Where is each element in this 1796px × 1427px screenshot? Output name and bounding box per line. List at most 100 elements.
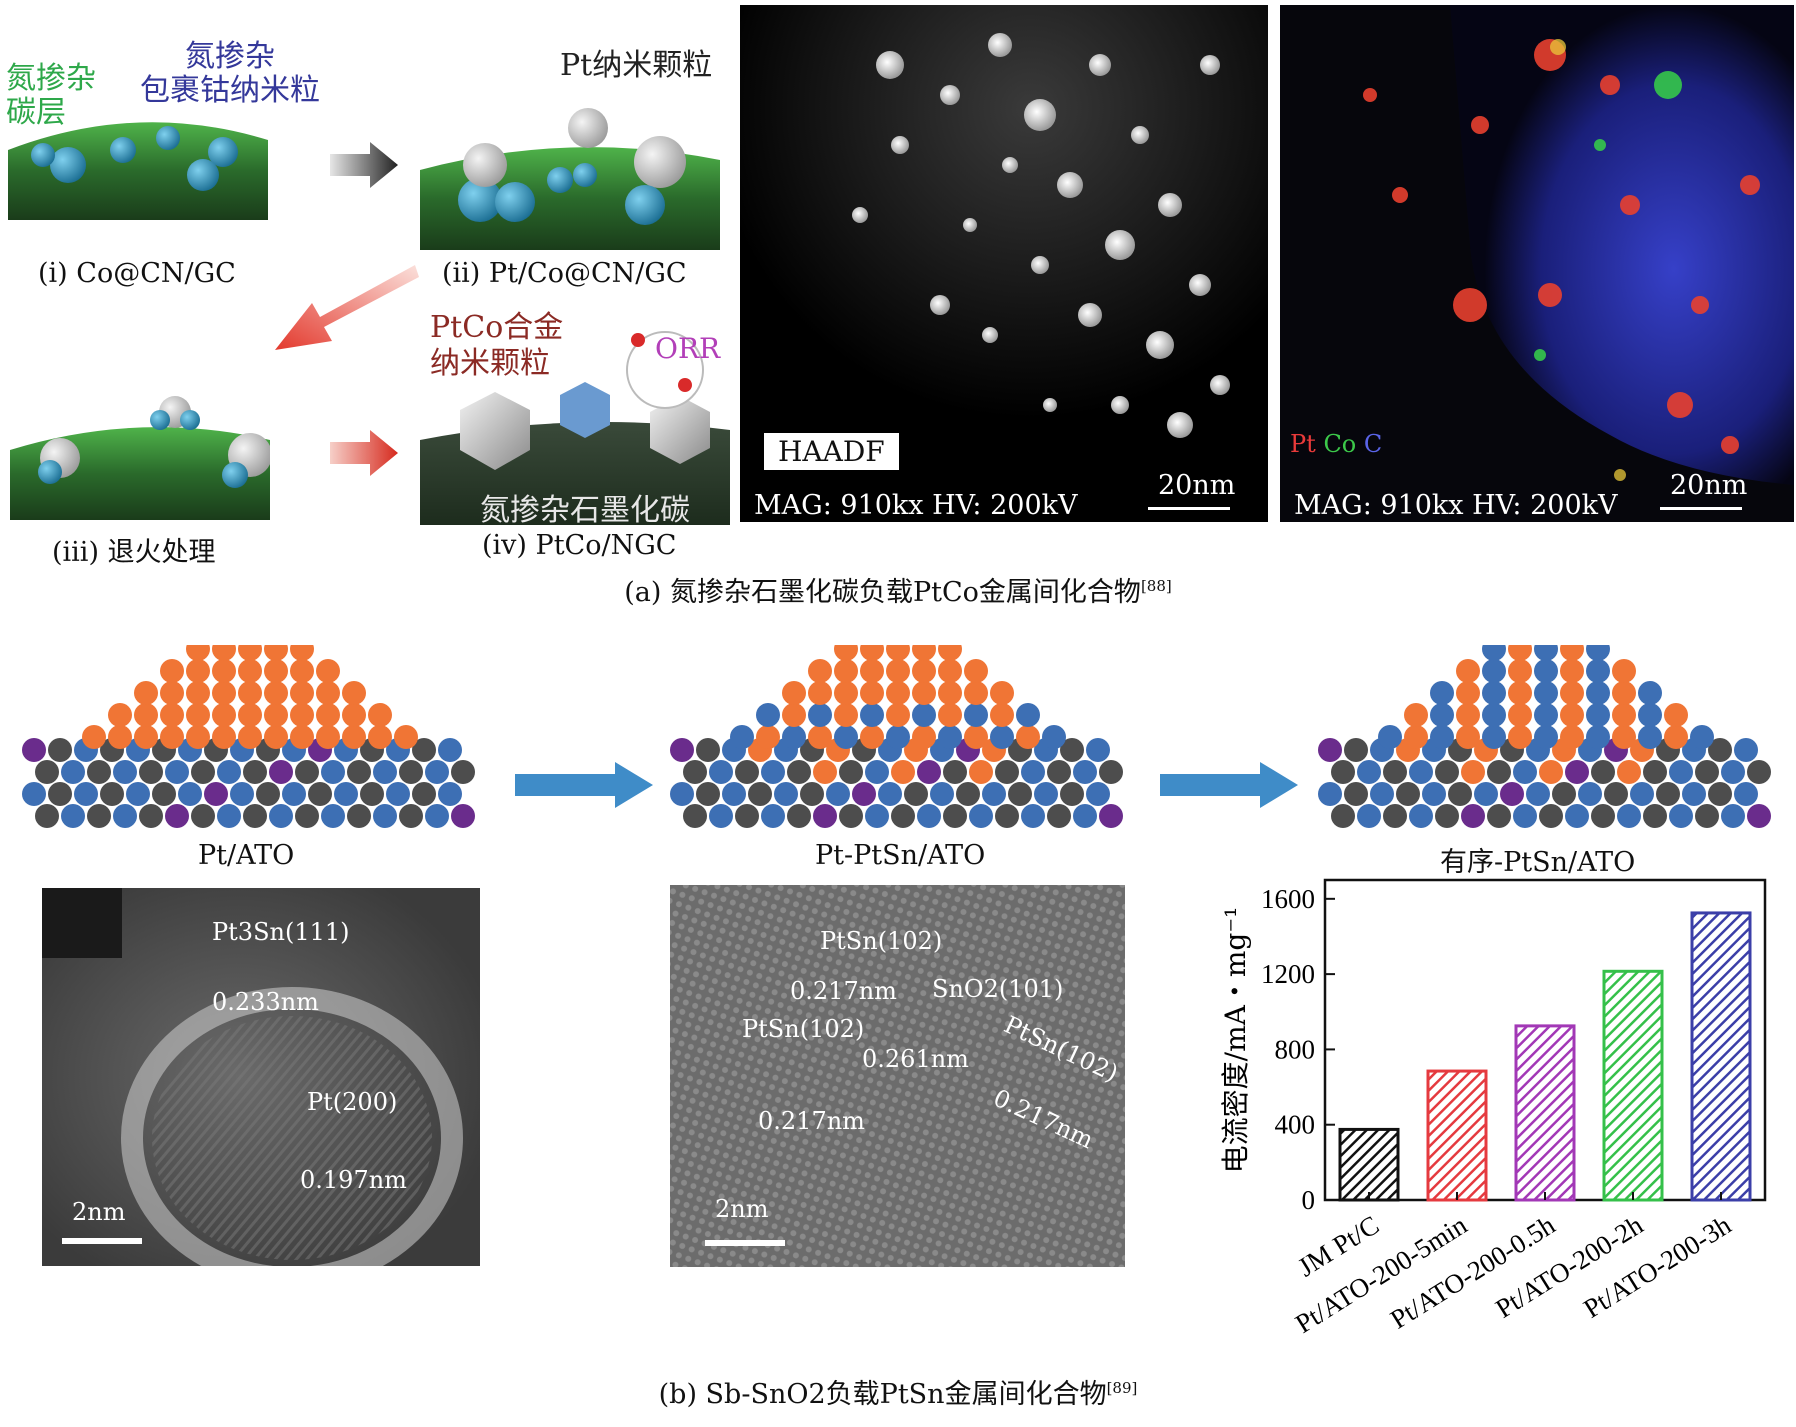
particle-atom [160,659,184,683]
particle-atom [212,645,236,661]
particle-atom [82,725,106,749]
substrate-atom [709,804,733,828]
substrate-atom [165,760,189,784]
bar [1690,911,1752,1202]
particle-atom [1586,703,1610,727]
substrate-atom [995,760,1019,784]
particle-atom [186,659,210,683]
substrate-atom [373,760,397,784]
label-n-doped-co: 氮掺杂 包裹钴纳米粒 [140,39,320,108]
label-n-doped-graphitized-carbon: 氮掺杂石墨化碳 [480,493,690,528]
substrate-atom [1747,804,1771,828]
eds-legend-pt: Pt [1290,430,1316,458]
particle-atom [1404,725,1428,749]
particle-atom [1638,681,1662,705]
substrate-atom [852,782,876,806]
particle-atom [108,703,132,727]
schematic-iii [10,396,270,520]
substrate-atom [1435,804,1459,828]
particle-atom [1456,703,1480,727]
substrate-atom [269,804,293,828]
substrate-atom [1695,804,1719,828]
particle-atom [160,681,184,705]
substrate-atom [360,782,384,806]
particle-atom [808,725,832,749]
substrate-atom [1604,782,1628,806]
substrate-atom [1487,804,1511,828]
substrate-atom [839,804,863,828]
particle-atom [860,725,884,749]
particle-atom [938,703,962,727]
tem1-d-spacing-1: 0.233nm [212,988,319,1016]
particle-atom [1482,703,1506,727]
schematic-i [8,122,268,220]
substrate-atom [321,760,345,784]
substrate-atom [295,760,319,784]
substrate-atom [696,738,720,762]
particle-atom [238,659,262,683]
eds-map-image: Pt Co C MAG: 910kx HV: 200kV 20nm [1280,5,1794,522]
particle-atom [834,725,858,749]
substrate-atom [735,804,759,828]
substrate-atom [217,760,241,784]
substrate-atom [1539,804,1563,828]
particle-atom [1560,659,1584,683]
particle-atom [1560,645,1584,661]
particle-atom [1612,725,1636,749]
substrate-atom [956,782,980,806]
substrate-atom [1021,760,1045,784]
substrate-atom [295,804,319,828]
substrate-atom [709,760,733,784]
particle-atom [316,703,340,727]
substrate-atom [1526,782,1550,806]
particle-atom [1430,703,1454,727]
particle-atom [964,659,988,683]
substrate-atom [204,782,228,806]
substrate-atom [1331,760,1355,784]
step-iii-label: (ⅲ) 退火处理 [52,537,216,568]
particle-atom [290,725,314,749]
substrate-atom [917,760,941,784]
substrate-atom [1682,782,1706,806]
particle-atom [834,659,858,683]
substrate-atom [438,738,462,762]
particle-atom [108,725,132,749]
caption-b-ref: [89] [1106,1379,1138,1397]
substrate-atom [917,804,941,828]
particle-atom [290,645,314,661]
particle-atom [368,725,392,749]
substrate-atom [735,760,759,784]
substrate-atom [1487,760,1511,784]
caption-b-text: (b) Sb-SnO2负载PtSn金属间化合物 [658,1379,1107,1410]
substrate-atom [943,804,967,828]
y-axis-label: 电流密度/mA・mg⁻¹ [1219,907,1252,1174]
particle-atom [964,703,988,727]
particle-atom [160,725,184,749]
substrate-atom [813,804,837,828]
substrate-atom [243,760,267,784]
substrate-atom [269,760,293,784]
particle-atom [886,659,910,683]
hrtem-image-pt-ptsn-ato: PtSn(102) 0.217nm SnO2(101) PtSn(102) 0.… [670,885,1125,1267]
particle-atom [1016,725,1040,749]
haadf-mag: MAG: 910kx HV: 200kV [754,490,1078,521]
substrate-atom [1474,782,1498,806]
particle-atom [238,725,262,749]
particle-atom [1482,645,1506,661]
particle-atom [1508,681,1532,705]
substrate-atom [670,738,694,762]
tem2-d-4: 0.217nm [758,1107,865,1135]
particle-atom [134,703,158,727]
label-orr: ORR [655,332,721,365]
y-tick-label: 1600 [1261,884,1315,914]
particle-atom [730,725,754,749]
particle-atom [1638,725,1662,749]
particle-atom [186,645,210,661]
particle-atom [808,681,832,705]
structure-label-ordered-ptsn-ato: 有序-PtSn/ATO [1440,847,1636,878]
y-tick-label: 0 [1302,1185,1316,1215]
particle-atom [290,703,314,727]
substrate-atom [1513,804,1537,828]
arrow-right-dark [330,142,398,188]
